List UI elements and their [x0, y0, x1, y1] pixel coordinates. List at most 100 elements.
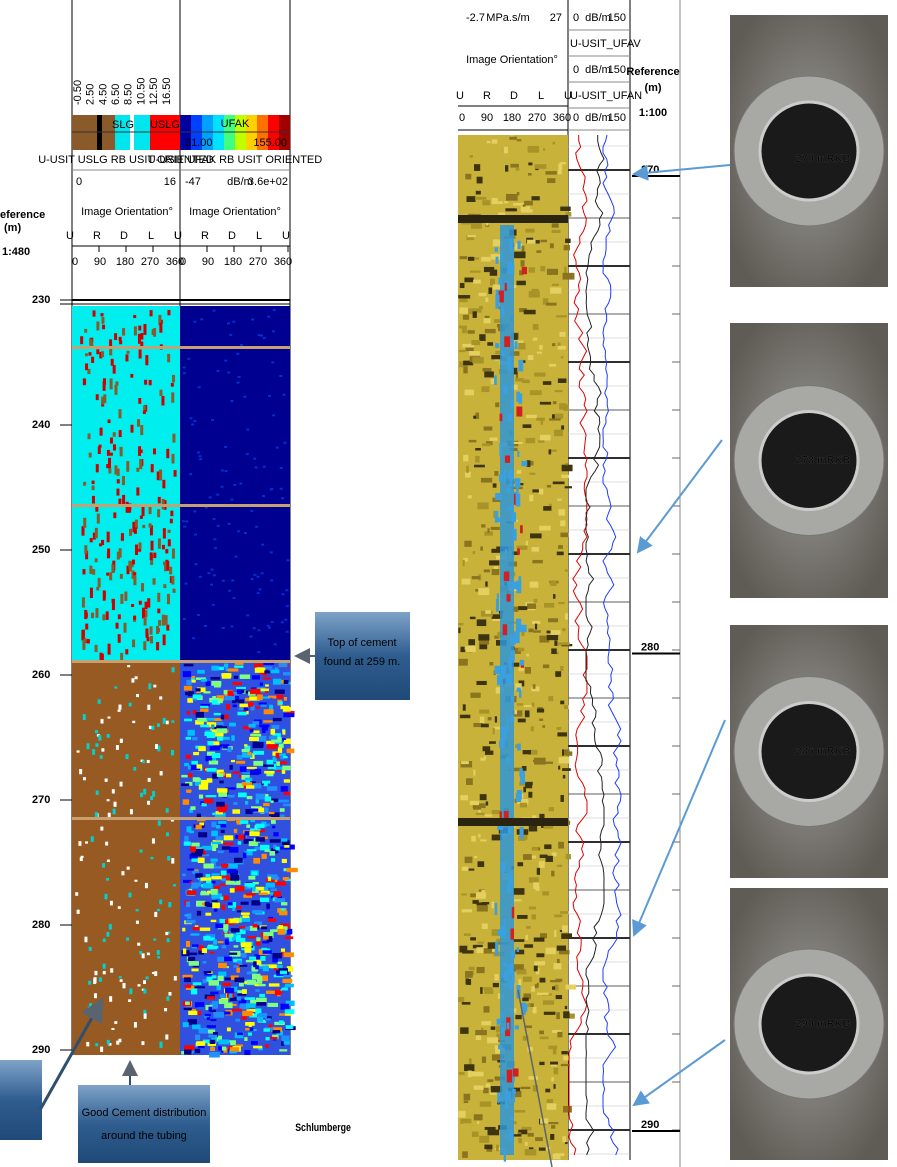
speckle — [184, 686, 192, 691]
speckle — [166, 832, 169, 836]
speckle — [256, 799, 259, 803]
texture — [548, 618, 558, 622]
speckle — [255, 526, 258, 528]
texture — [556, 315, 567, 317]
orientation-degree: 0 — [72, 256, 78, 268]
speckle — [205, 756, 212, 761]
speckle — [143, 324, 146, 335]
speckle — [214, 682, 221, 688]
speckle — [276, 695, 283, 699]
speckle — [275, 690, 285, 694]
speckle — [269, 1037, 278, 1039]
speckle — [87, 743, 90, 749]
texture — [487, 528, 489, 533]
speckle — [253, 627, 256, 629]
speckle — [195, 1002, 204, 1007]
speckle — [262, 495, 265, 497]
speckle — [118, 710, 121, 712]
speckle — [168, 992, 171, 996]
speckle — [253, 858, 260, 864]
speckle — [78, 841, 81, 846]
texture — [497, 593, 499, 600]
speckle — [229, 847, 238, 853]
texture — [471, 340, 480, 345]
speckle — [222, 945, 226, 948]
speckle — [209, 761, 218, 765]
speckle — [230, 875, 239, 881]
speckle — [135, 676, 138, 679]
speckle — [205, 913, 211, 916]
texture — [513, 939, 524, 942]
callout-text: Top of cement — [327, 637, 396, 649]
speckle — [234, 978, 244, 983]
speckle — [285, 589, 288, 591]
texture — [527, 240, 536, 244]
speckle — [266, 904, 269, 908]
speckle — [213, 538, 216, 540]
speckle — [149, 380, 152, 385]
texture — [518, 719, 526, 723]
texture — [514, 252, 525, 259]
texture — [473, 280, 481, 284]
texture — [495, 716, 497, 722]
texture — [493, 483, 497, 487]
speckle — [193, 777, 200, 782]
speckle — [259, 744, 263, 748]
texture — [505, 165, 508, 171]
texture — [466, 196, 475, 202]
orientation-degree: 90 — [94, 256, 106, 268]
texture — [540, 933, 547, 938]
texture — [566, 854, 571, 859]
speckle — [231, 735, 234, 740]
texture — [494, 471, 498, 476]
texture — [460, 795, 468, 800]
speckle — [248, 876, 255, 880]
speckle — [231, 928, 240, 932]
texture — [533, 684, 536, 689]
texture — [504, 1151, 506, 1162]
speckle — [204, 798, 213, 803]
texture — [513, 1134, 521, 1136]
speckle — [143, 405, 146, 409]
callout-text: around the tubing — [101, 1130, 187, 1142]
texture — [462, 867, 468, 871]
speckle — [271, 858, 275, 862]
speckle — [260, 845, 270, 851]
texture — [551, 648, 556, 654]
texture — [517, 915, 527, 919]
speckle — [96, 791, 99, 795]
texture — [484, 371, 494, 377]
texture — [472, 576, 480, 579]
texture — [488, 288, 492, 295]
texture — [465, 857, 473, 863]
speckle — [104, 894, 107, 900]
texture — [558, 164, 562, 170]
speckle — [153, 685, 156, 688]
speckle — [283, 756, 288, 758]
texture — [501, 726, 506, 739]
curve-header: 150 — [608, 112, 626, 124]
speckle — [251, 319, 254, 321]
speckle — [114, 385, 117, 395]
texture — [480, 987, 482, 994]
speckle — [287, 868, 298, 872]
speckle — [264, 709, 274, 714]
texture — [539, 489, 543, 495]
texture — [522, 267, 527, 274]
speckle — [197, 670, 205, 674]
speckle — [256, 1002, 266, 1006]
speckle — [134, 880, 137, 882]
speckle — [183, 372, 186, 374]
speckle — [83, 518, 86, 528]
speckle — [182, 520, 185, 522]
texture — [493, 983, 499, 987]
speckle — [258, 629, 261, 631]
texture — [537, 993, 549, 995]
texture — [565, 569, 569, 571]
speckle — [242, 953, 247, 958]
speckle — [248, 724, 255, 728]
texture — [511, 928, 515, 939]
speckle — [251, 808, 259, 811]
speckle — [224, 835, 234, 840]
speckle — [171, 383, 174, 387]
